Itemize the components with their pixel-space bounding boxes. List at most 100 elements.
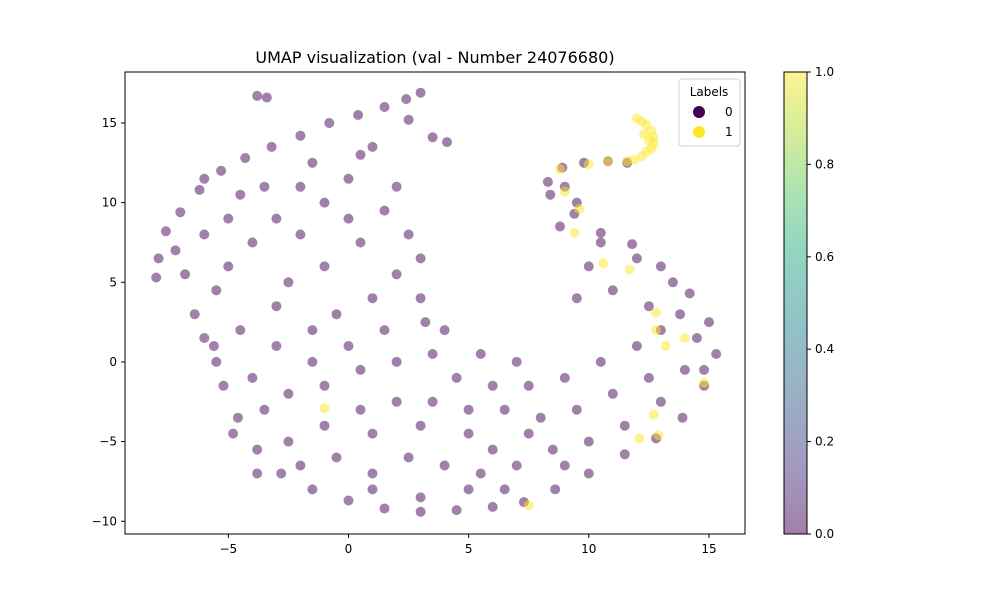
point-series-0-0 — [252, 90, 263, 101]
point-series-0-130 — [199, 173, 210, 184]
point-series-0-55 — [271, 213, 282, 224]
x-tick-label-1: 0 — [345, 542, 353, 556]
point-series-0-36 — [677, 412, 688, 423]
point-series-0-80 — [451, 372, 462, 383]
point-series-0-150 — [415, 420, 426, 431]
point-series-0-53 — [343, 173, 354, 184]
point-series-1-12 — [622, 156, 633, 167]
point-series-0-152 — [211, 356, 222, 367]
colorbar-tick-label-4: 0.8 — [815, 157, 834, 171]
point-series-0-67 — [415, 293, 426, 304]
y-axis: −10 −5 0 5 10 15 — [92, 116, 125, 528]
point-series-1-21 — [651, 325, 662, 336]
point-series-1-26 — [634, 433, 645, 444]
colorbar-tick-label-0: 0.0 — [815, 527, 834, 541]
point-series-0-99 — [259, 404, 270, 415]
point-series-1-27 — [653, 430, 664, 441]
colorbar-tick-label-3: 0.6 — [815, 250, 834, 264]
point-series-1-24 — [660, 341, 671, 351]
point-series-0-72 — [271, 341, 282, 351]
point-series-0-129 — [235, 189, 246, 200]
point-series-0-124 — [307, 325, 318, 336]
point-series-0-123 — [271, 301, 282, 312]
point-series-0-70 — [343, 341, 354, 351]
point-series-0-23 — [252, 444, 263, 455]
y-tick-label-0: −10 — [92, 514, 117, 528]
point-series-0-11 — [324, 118, 335, 128]
point-series-0-138 — [643, 301, 654, 312]
y-tick-label-5: 15 — [102, 116, 117, 130]
point-series-0-110 — [655, 396, 666, 407]
legend-marker-1 — [693, 126, 705, 138]
point-series-0-27 — [379, 503, 390, 514]
point-series-1-15 — [559, 186, 570, 197]
point-series-0-71 — [307, 356, 318, 367]
point-series-0-102 — [367, 468, 378, 479]
point-series-0-92 — [499, 404, 510, 415]
point-series-0-149 — [487, 444, 498, 455]
point-series-0-100 — [295, 460, 306, 471]
point-series-0-84 — [595, 356, 606, 367]
point-series-0-24 — [276, 468, 287, 479]
point-series-0-85 — [631, 341, 642, 351]
point-series-0-120 — [259, 181, 270, 192]
point-series-0-107 — [547, 444, 558, 455]
point-series-1-19 — [598, 258, 609, 269]
point-series-0-65 — [367, 293, 378, 304]
point-series-0-83 — [559, 372, 570, 383]
point-series-0-2 — [153, 253, 164, 264]
point-series-0-22 — [232, 412, 243, 423]
point-series-0-41 — [655, 261, 666, 272]
point-series-0-118 — [170, 245, 181, 256]
point-series-0-155 — [252, 468, 263, 479]
point-series-0-105 — [475, 468, 486, 479]
point-series-0-54 — [367, 141, 378, 152]
point-series-0-63 — [391, 181, 402, 192]
point-series-0-78 — [391, 356, 402, 367]
point-series-0-94 — [427, 396, 438, 407]
point-series-0-136 — [691, 333, 702, 343]
point-series-1-14 — [583, 159, 594, 170]
point-series-0-43 — [595, 227, 606, 238]
point-series-0-117 — [180, 269, 191, 280]
point-series-0-77 — [355, 364, 366, 375]
point-series-0-46 — [542, 176, 553, 187]
point-series-0-106 — [511, 460, 522, 471]
legend-marker-0 — [693, 106, 705, 118]
point-series-0-93 — [463, 404, 474, 415]
point-series-0-51 — [295, 181, 306, 192]
point-series-0-148 — [559, 460, 570, 471]
point-series-0-16 — [403, 114, 414, 125]
point-series-0-144 — [475, 349, 486, 359]
point-series-0-153 — [199, 333, 210, 343]
point-series-0-96 — [355, 404, 366, 415]
x-tick-label-3: 10 — [581, 542, 596, 556]
point-series-0-145 — [439, 325, 450, 336]
point-series-0-15 — [415, 87, 426, 98]
point-series-0-45 — [545, 189, 556, 200]
colorbar-tick-label-1: 0.2 — [815, 435, 834, 449]
point-series-1-16 — [574, 204, 585, 214]
point-series-0-68 — [420, 317, 431, 328]
point-series-0-74 — [247, 372, 258, 383]
point-series-0-40 — [684, 288, 695, 299]
x-tick-label-2: 5 — [465, 542, 473, 556]
point-series-0-25 — [307, 484, 318, 495]
point-series-0-33 — [583, 468, 594, 479]
point-series-1-18 — [569, 227, 580, 238]
point-series-0-103 — [403, 452, 414, 463]
point-series-0-30 — [487, 501, 498, 512]
colorbar-tick-label-2: 0.4 — [815, 342, 834, 356]
point-series-0-60 — [319, 261, 330, 272]
point-series-0-82 — [523, 380, 534, 391]
point-series-1-11 — [643, 135, 654, 146]
legend: Labels 0 1 — [678, 78, 741, 147]
point-series-0-69 — [379, 325, 390, 336]
point-series-0-18 — [442, 137, 452, 148]
point-series-0-5 — [175, 207, 186, 218]
point-series-0-26 — [343, 495, 354, 506]
point-series-0-137 — [699, 364, 710, 375]
point-series-0-115 — [499, 484, 510, 495]
point-series-0-147 — [523, 428, 534, 439]
